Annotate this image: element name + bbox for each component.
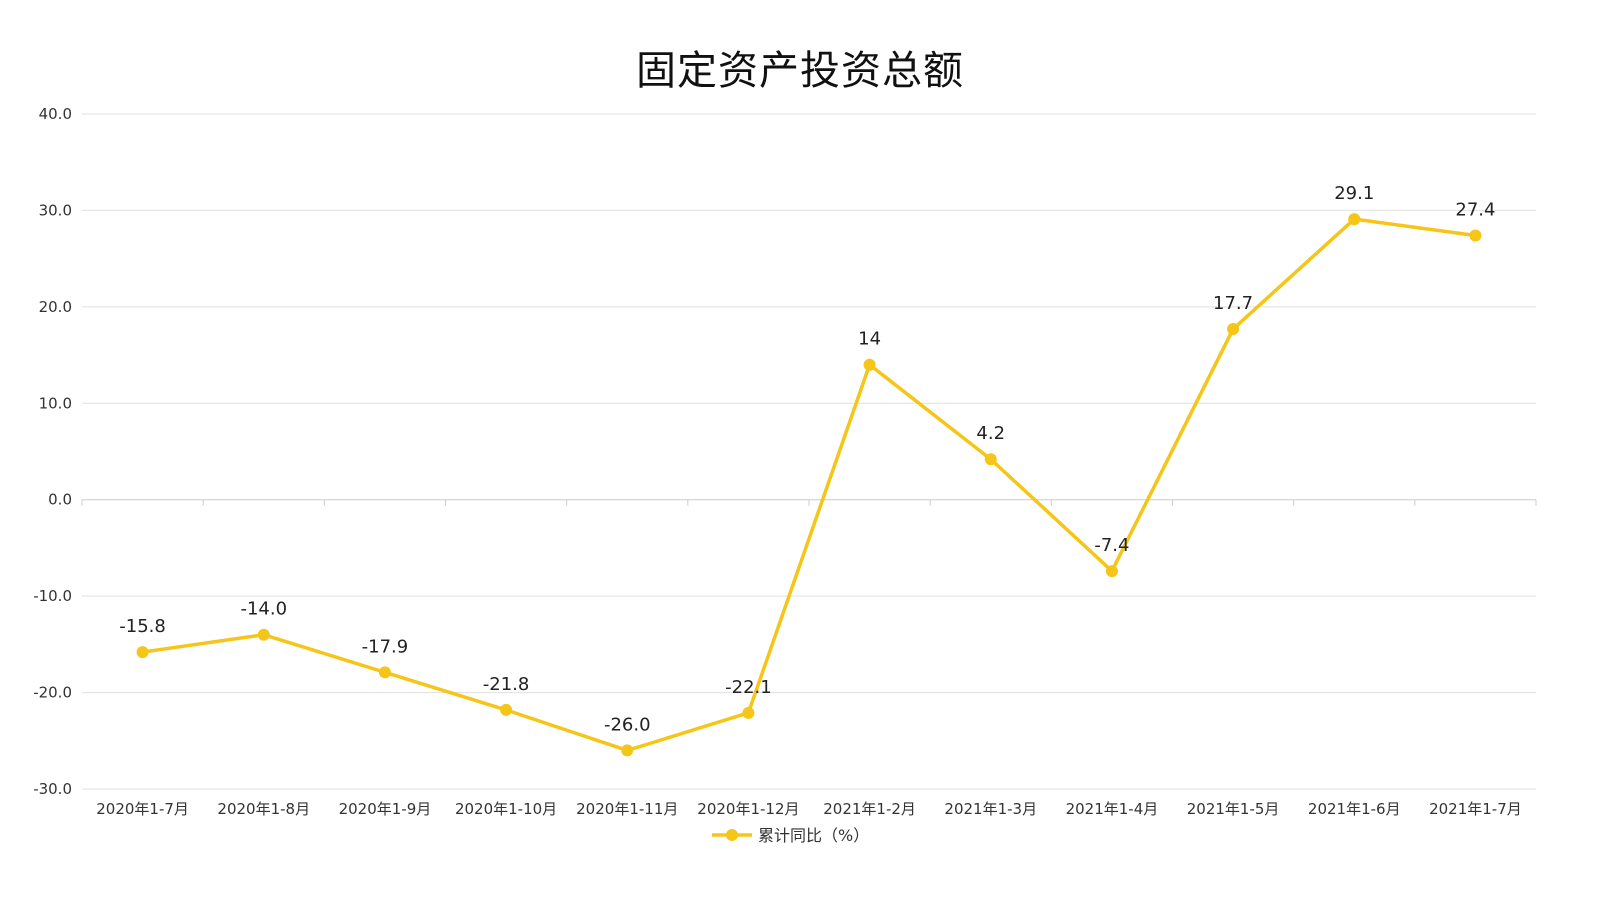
data-point: [136, 646, 149, 659]
data-point: [621, 744, 634, 757]
x-tick-label: 2021年1-2月: [823, 800, 916, 818]
data-label: -15.8: [119, 616, 166, 637]
data-label: -17.9: [362, 636, 409, 657]
y-tick-label: -20.0: [33, 684, 72, 702]
x-tick-label: 2021年1-7月: [1429, 800, 1522, 818]
x-tick-label: 2020年1-11月: [576, 800, 678, 818]
data-point: [863, 358, 876, 371]
data-label: -7.4: [1094, 535, 1129, 556]
data-label: 4.2: [976, 423, 1005, 444]
y-tick-label: -10.0: [33, 587, 72, 605]
data-point: [257, 628, 270, 641]
data-point: [984, 453, 997, 466]
data-point: [1348, 213, 1361, 226]
x-tick-label: 2020年1-12月: [697, 800, 799, 818]
data-label: -14.0: [240, 599, 287, 620]
x-tick-label: 2021年1-3月: [944, 800, 1037, 818]
legend-label: 累计同比（%）: [758, 826, 869, 845]
data-point: [500, 703, 513, 716]
data-label: 27.4: [1455, 200, 1495, 221]
data-point: [1105, 565, 1118, 578]
y-tick-label: 40.0: [39, 105, 72, 123]
data-label: -22.1: [725, 677, 772, 698]
chart-title: 固定资产投资总额: [636, 48, 964, 94]
data-label: -26.0: [604, 714, 651, 735]
x-tick-label: 2021年1-4月: [1066, 800, 1159, 818]
data-label: -21.8: [483, 674, 530, 695]
y-tick-label: 0.0: [48, 491, 72, 509]
y-tick-label: 20.0: [39, 298, 72, 316]
data-label: 14: [858, 329, 881, 350]
x-tick-label: 2021年1-5月: [1187, 800, 1280, 818]
data-label: 29.1: [1334, 183, 1374, 204]
data-point: [1227, 323, 1240, 336]
data-point: [378, 666, 391, 679]
series-line: [140, 217, 1478, 753]
x-tick-label: 2020年1-8月: [217, 800, 310, 818]
data-label: 17.7: [1213, 293, 1253, 314]
x-tick-label: 2020年1-10月: [455, 800, 557, 818]
legend-marker: [726, 829, 738, 841]
data-point: [742, 706, 755, 719]
x-tick-label: 2020年1-7月: [96, 800, 189, 818]
x-tick-label: 2021年1-6月: [1308, 800, 1401, 818]
data-point: [1469, 229, 1482, 242]
y-tick-label: 30.0: [39, 201, 72, 219]
x-tick-label: 2020年1-9月: [339, 800, 432, 818]
y-tick-label: -30.0: [33, 780, 72, 798]
y-tick-label: 10.0: [39, 394, 72, 412]
